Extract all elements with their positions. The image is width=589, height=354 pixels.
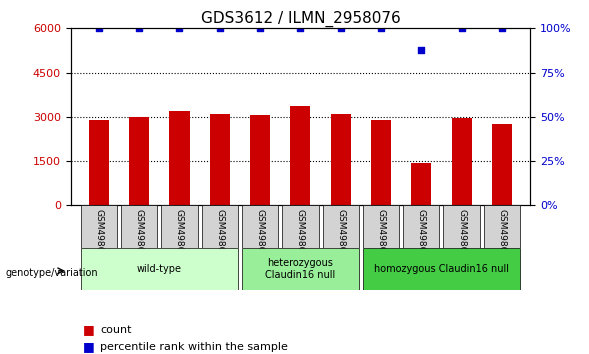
- Bar: [170, 111, 190, 205]
- Text: GSM498689: GSM498689: [175, 209, 184, 264]
- FancyBboxPatch shape: [484, 205, 520, 248]
- FancyBboxPatch shape: [403, 205, 439, 248]
- Bar: [89, 120, 109, 205]
- FancyBboxPatch shape: [444, 205, 479, 248]
- Bar: [330, 114, 351, 205]
- Text: GSM498692: GSM498692: [296, 209, 305, 263]
- FancyBboxPatch shape: [201, 205, 238, 248]
- Point: [94, 25, 104, 31]
- Text: count: count: [100, 325, 131, 335]
- FancyBboxPatch shape: [81, 205, 117, 248]
- Text: heterozygous
Claudin16 null: heterozygous Claudin16 null: [265, 258, 336, 280]
- Text: genotype/variation: genotype/variation: [6, 268, 98, 278]
- Text: ■: ■: [82, 341, 94, 353]
- Title: GDS3612 / ILMN_2958076: GDS3612 / ILMN_2958076: [200, 11, 401, 27]
- Point: [416, 47, 426, 52]
- Text: GSM498694: GSM498694: [376, 209, 385, 263]
- Point: [134, 25, 144, 31]
- Point: [457, 25, 466, 31]
- Text: GSM498687: GSM498687: [94, 209, 104, 264]
- Bar: [210, 114, 230, 205]
- Text: GSM498693: GSM498693: [336, 209, 345, 264]
- Bar: [290, 107, 310, 205]
- Bar: [492, 124, 512, 205]
- FancyBboxPatch shape: [363, 205, 399, 248]
- Point: [296, 25, 305, 31]
- FancyBboxPatch shape: [282, 205, 319, 248]
- Text: GSM498690: GSM498690: [216, 209, 224, 264]
- FancyBboxPatch shape: [161, 205, 198, 248]
- Text: percentile rank within the sample: percentile rank within the sample: [100, 342, 288, 353]
- Point: [215, 25, 224, 31]
- Bar: [371, 120, 391, 205]
- FancyBboxPatch shape: [242, 248, 359, 290]
- Text: GSM498697: GSM498697: [497, 209, 507, 264]
- FancyBboxPatch shape: [242, 205, 278, 248]
- Text: GSM498691: GSM498691: [256, 209, 264, 264]
- Text: GSM498688: GSM498688: [135, 209, 144, 264]
- Point: [376, 25, 386, 31]
- Text: homozygous Claudin16 null: homozygous Claudin16 null: [374, 264, 509, 274]
- Text: ■: ■: [82, 323, 94, 336]
- Bar: [129, 117, 149, 205]
- FancyBboxPatch shape: [363, 248, 520, 290]
- FancyBboxPatch shape: [323, 205, 359, 248]
- Text: GSM498695: GSM498695: [417, 209, 426, 264]
- FancyBboxPatch shape: [121, 205, 157, 248]
- Point: [175, 25, 184, 31]
- Bar: [411, 162, 431, 205]
- Point: [336, 25, 345, 31]
- Text: wild-type: wild-type: [137, 264, 182, 274]
- Bar: [452, 118, 472, 205]
- Text: GSM498696: GSM498696: [457, 209, 466, 264]
- Bar: [250, 115, 270, 205]
- Point: [497, 25, 507, 31]
- FancyBboxPatch shape: [81, 248, 238, 290]
- Point: [256, 25, 265, 31]
